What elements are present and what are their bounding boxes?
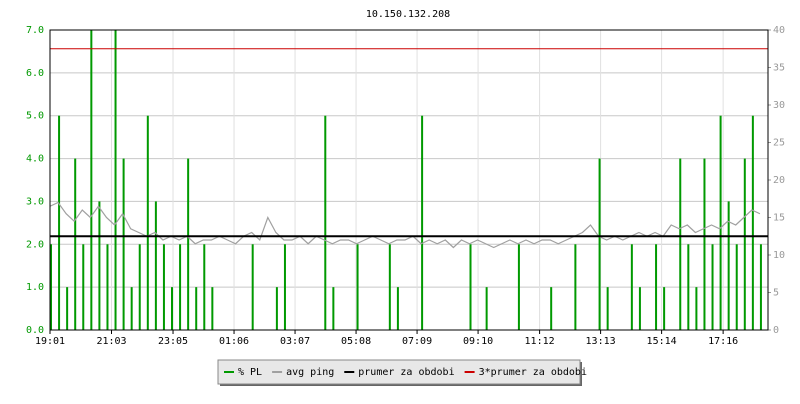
y2-tick-label: 30 (773, 100, 785, 111)
pl-bar (743, 158, 746, 330)
pl-bar (598, 158, 601, 330)
pl-bar (171, 287, 174, 330)
pl-bar (655, 244, 658, 330)
y-tick-label: 7.0 (26, 25, 44, 36)
pl-bar (324, 115, 327, 330)
pl-bar (106, 244, 109, 330)
pl-bar (98, 201, 101, 330)
y2-tick-label: 10 (773, 250, 785, 261)
y-tick-label: 5.0 (26, 111, 44, 122)
pl-bar (146, 115, 149, 330)
x-tick-label: 03:07 (280, 336, 310, 347)
pl-bar (630, 244, 633, 330)
x-tick-label: 11:12 (525, 336, 555, 347)
pl-bar (663, 287, 666, 330)
pl-bar (606, 287, 609, 330)
pl-bar (574, 244, 577, 330)
y2-tick-label: 0 (773, 325, 779, 336)
y2-tick-label: 25 (773, 138, 785, 149)
pl-bar (195, 287, 198, 330)
legend-label: avg ping (286, 367, 334, 378)
x-tick-label: 15:14 (647, 336, 677, 347)
pl-bar (179, 244, 182, 330)
pl-bar (703, 158, 706, 330)
y2-tick-label: 15 (773, 213, 785, 224)
pl-bar (687, 244, 690, 330)
pl-bar (332, 287, 335, 330)
pl-bar (550, 287, 553, 330)
x-tick-label: 19:01 (35, 336, 65, 347)
x-tick-label: 07:09 (402, 336, 432, 347)
pl-bar (82, 244, 85, 330)
pl-bar (66, 287, 69, 330)
y2-tick-label: 35 (773, 63, 785, 74)
pl-bar (162, 244, 165, 330)
pl-bar (719, 115, 722, 330)
legend-label: prumer za obdobi (358, 367, 454, 378)
y2-tick-label: 40 (773, 25, 785, 36)
pl-bar (251, 244, 254, 330)
pl-bar (138, 244, 141, 330)
pl-bar (735, 244, 738, 330)
pl-bar (50, 244, 52, 330)
pl-bar (283, 244, 286, 330)
x-tick-label: 01:06 (219, 336, 249, 347)
pl-bar (396, 287, 399, 330)
x-tick-label: 17:16 (708, 336, 738, 347)
x-tick-label: 13:13 (586, 336, 616, 347)
pl-bar (759, 244, 762, 330)
chart-title: 10.150.132.208 (366, 9, 450, 20)
pl-bar (485, 287, 488, 330)
pl-bar (130, 287, 133, 330)
pl-bar (517, 244, 520, 330)
x-tick-label: 05:08 (341, 336, 371, 347)
pl-bar (122, 158, 125, 330)
y-tick-label: 6.0 (26, 68, 44, 79)
pl-bar (58, 115, 61, 330)
plot-frame (49, 29, 769, 331)
pl-bar (421, 115, 424, 330)
pl-bar (679, 158, 682, 330)
pl-bar (469, 244, 472, 330)
x-tick-label: 09:10 (463, 336, 493, 347)
x-tick-label: 23:05 (158, 336, 188, 347)
pl-bar (695, 287, 698, 330)
y-tick-label: 4.0 (26, 154, 44, 165)
pl-bar (211, 287, 214, 330)
pl-bar (90, 30, 93, 330)
ping-line (49, 201, 761, 249)
legend-label: % PL (238, 367, 262, 378)
pl-bar (114, 30, 117, 330)
y2-tick-label: 5 (773, 288, 779, 299)
y-tick-label: 0.0 (26, 325, 44, 336)
pl-bar (751, 115, 754, 330)
pl-bar (727, 201, 730, 330)
pl-bar (711, 244, 714, 330)
pl-bar (203, 244, 206, 330)
pl-bar (187, 158, 190, 330)
pl-bar (74, 158, 77, 330)
pl-bar (356, 244, 359, 330)
y-tick-label: 3.0 (26, 196, 44, 207)
legend-label: 3*prumer za obdobi (479, 367, 587, 378)
pl-bar (388, 244, 391, 330)
pl-bar (275, 287, 278, 330)
y-tick-label: 1.0 (26, 282, 44, 293)
pl-bar (638, 287, 641, 330)
y-tick-label: 2.0 (26, 239, 44, 250)
x-tick-label: 21:03 (96, 336, 126, 347)
y2-tick-label: 20 (773, 175, 785, 186)
pl-bar (154, 201, 157, 330)
